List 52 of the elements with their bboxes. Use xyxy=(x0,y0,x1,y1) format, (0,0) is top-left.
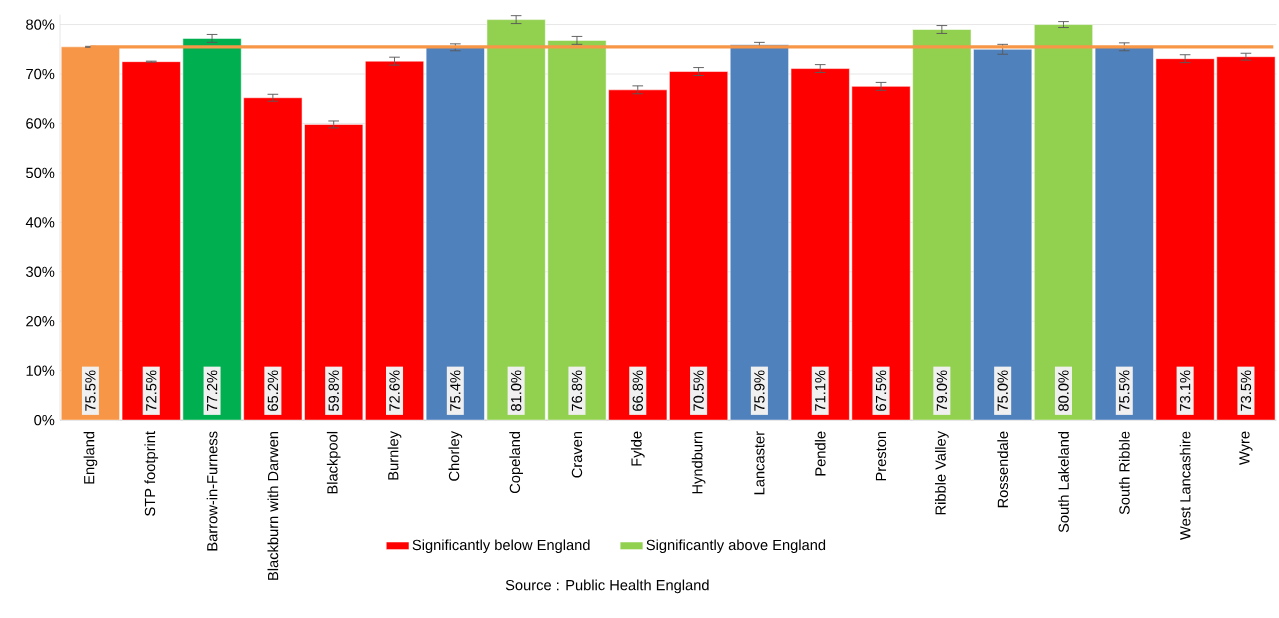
x-tick-label: Chorley xyxy=(448,430,463,481)
y-tick-label: 10% xyxy=(26,365,55,376)
x-tick-label: England xyxy=(83,431,98,484)
y-tick-label: 50% xyxy=(26,167,55,179)
x-tick-label: Blackburn with Darwen xyxy=(267,431,279,580)
x-tick-label: Blackpool xyxy=(326,431,341,494)
y-tick-label: 60% xyxy=(26,118,55,129)
data-label: 77.2% xyxy=(206,370,218,411)
x-tick-label: STP footprint xyxy=(144,431,159,516)
x-tick-label: South Lakeland xyxy=(1058,431,1069,533)
legend-label: Significantly above England xyxy=(646,539,826,553)
x-tick-label: Fylde xyxy=(630,431,645,466)
data-label: 75.5% xyxy=(1119,370,1130,411)
x-tick-label: Copeland xyxy=(509,431,523,493)
data-label: 73.1% xyxy=(1179,370,1191,411)
x-tick-label: Ribble Valley xyxy=(935,430,949,515)
x-tick-label: South Ribble xyxy=(1118,431,1130,515)
data-label: 72.6% xyxy=(389,370,400,411)
y-tick-label: 80% xyxy=(26,19,55,30)
data-label: 70.5% xyxy=(693,370,704,411)
data-label: 73.5% xyxy=(1240,370,1252,411)
y-tick-label: 40% xyxy=(25,217,55,228)
data-label: 72.5% xyxy=(146,370,157,411)
x-tick-label: Barrow-in-Furness xyxy=(206,431,218,551)
data-label: 79.0% xyxy=(936,370,948,411)
data-label: 66.8% xyxy=(632,370,643,411)
x-tick-label: Burnley xyxy=(387,430,402,480)
source-note: Source : Public Health England xyxy=(505,579,709,594)
x-tick-label: Lancaster xyxy=(754,431,765,495)
x-tick-label: Preston xyxy=(875,431,887,481)
data-label: 67.5% xyxy=(875,370,887,411)
x-tick-label: Rossendale xyxy=(997,431,1009,508)
y-tick-label: 20% xyxy=(26,315,55,327)
x-tick-label: Wyre xyxy=(1239,431,1253,465)
x-tick-label: Pendle xyxy=(814,431,826,476)
data-label: 59.8% xyxy=(328,370,339,411)
legend-label: Significantly below England xyxy=(412,539,590,553)
data-label: 76.8% xyxy=(571,370,583,411)
x-tick-label: West Lancashire xyxy=(1179,431,1191,540)
data-label: 80.0% xyxy=(1058,370,1069,411)
y-tick-label: 0% xyxy=(34,414,55,426)
y-tick-label: 70% xyxy=(26,68,55,80)
data-label: 81.0% xyxy=(510,370,522,411)
x-tick-label: Craven xyxy=(571,431,583,478)
x-tick-label: Hyndburn xyxy=(691,431,706,494)
data-label: 75.0% xyxy=(997,370,1008,411)
data-label: 75.5% xyxy=(85,370,96,411)
data-label: 75.4% xyxy=(450,370,461,411)
data-label: 65.2% xyxy=(267,370,279,411)
data-label: 75.9% xyxy=(754,370,765,411)
data-label: 71.1% xyxy=(815,370,826,411)
y-tick-label: 30% xyxy=(26,266,55,277)
